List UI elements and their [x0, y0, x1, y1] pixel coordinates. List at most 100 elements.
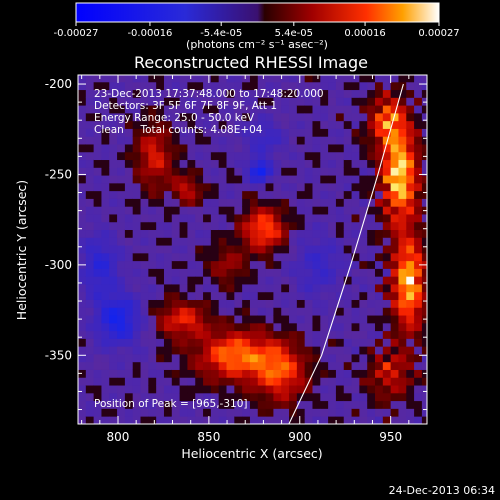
heatmap-cell: [390, 346, 399, 355]
heatmap-cell: [148, 159, 157, 168]
heatmap-cell: [390, 175, 399, 184]
heatmap-cell: [343, 307, 352, 316]
heatmap-cell: [249, 291, 259, 300]
heatmap-cell: [281, 416, 290, 424]
heatmap-cell: [187, 221, 196, 231]
heatmap-cell: [320, 112, 329, 122]
heatmap-cell: [304, 97, 313, 106]
heatmap-cell: [195, 81, 204, 91]
heatmap-cell: [257, 89, 266, 98]
heatmap-cell: [242, 385, 251, 394]
heatmap-cell: [343, 159, 352, 168]
heatmap-cell: [218, 112, 227, 122]
heatmap-cell: [390, 392, 399, 402]
heatmap-cell: [132, 400, 141, 409]
heatmap-cell: [273, 89, 282, 98]
heatmap-cell: [210, 377, 220, 386]
heatmap-cell: [414, 299, 423, 308]
heatmap-cell: [187, 354, 196, 363]
heatmap-cell: [335, 260, 345, 269]
heatmap-cell: [375, 97, 384, 106]
heatmap-cell: [242, 369, 251, 378]
heatmap-cell: [398, 89, 407, 98]
heatmap-cell: [195, 291, 204, 300]
heatmap-cell: [312, 330, 321, 339]
heatmap-cell: [281, 322, 290, 332]
heatmap-cell: [421, 136, 427, 145]
heatmap-cell: [101, 346, 110, 355]
heatmap-cell: [85, 268, 95, 277]
heatmap-cell: [375, 307, 384, 316]
heatmap-cell: [163, 369, 173, 378]
heatmap-cell: [273, 291, 282, 300]
heatmap-cell: [109, 252, 118, 262]
heatmap-cell: [390, 214, 399, 223]
heatmap-cell: [335, 377, 345, 386]
heatmap-cell: [382, 206, 392, 215]
heatmap-cell: [85, 128, 95, 137]
heatmap-cell: [382, 392, 392, 402]
heatmap-cell: [320, 128, 329, 137]
heatmap-cell: [226, 361, 235, 370]
heatmap-cell: [296, 377, 306, 386]
heatmap-cell: [218, 299, 227, 308]
heatmap-cell: [124, 206, 134, 215]
heatmap-cell: [210, 369, 220, 378]
heatmap-cell: [242, 284, 251, 293]
heatmap-cell: [226, 89, 235, 98]
heatmap-cell: [328, 315, 337, 324]
heatmap-cell: [375, 369, 384, 378]
heatmap-cell: [226, 159, 235, 168]
heatmap-cell: [226, 175, 235, 184]
heatmap-cell: [187, 245, 196, 254]
heatmap-cell: [195, 190, 204, 199]
heatmap-cell: [257, 214, 266, 223]
heatmap-cell: [109, 237, 118, 246]
heatmap-cell: [140, 322, 149, 332]
heatmap-cell: [109, 369, 118, 378]
heatmap-cell: [421, 81, 427, 91]
heatmap-cell: [117, 182, 126, 192]
heatmap-cell: [85, 284, 95, 293]
heatmap-cell: [414, 408, 423, 417]
heatmap-cell: [343, 144, 352, 153]
heatmap-cell: [132, 167, 141, 176]
colorbar-tick-label: -0.00027: [54, 28, 99, 39]
heatmap-cell: [273, 346, 282, 355]
heatmap-cell: [335, 369, 345, 378]
heatmap-cell: [203, 252, 212, 262]
heatmap-cell: [78, 182, 87, 192]
heatmap-cell: [93, 315, 102, 324]
heatmap-cell: [406, 229, 415, 238]
heatmap-cell: [124, 307, 134, 316]
heatmap-cell: [320, 252, 329, 262]
heatmap-cell: [406, 120, 415, 129]
heatmap-cell: [109, 299, 118, 308]
heatmap-cell: [109, 120, 118, 129]
heatmap-cell: [367, 276, 376, 285]
heatmap-cell: [304, 136, 313, 145]
heatmap-cell: [171, 252, 181, 262]
heatmap-cell: [382, 307, 392, 316]
heatmap-cell: [421, 392, 427, 402]
heatmap-cell: [328, 322, 337, 332]
heatmap-cell: [359, 291, 368, 300]
heatmap-cell: [273, 190, 282, 199]
heatmap-cell: [124, 299, 134, 308]
heatmap-cell: [320, 198, 329, 207]
heatmap-cell: [296, 400, 306, 409]
heatmap-cell: [210, 260, 220, 269]
heatmap-cell: [296, 408, 306, 417]
heatmap-cell: [156, 190, 165, 199]
heatmap-cell: [163, 136, 173, 145]
heatmap-cell: [320, 190, 329, 199]
heatmap-cell: [148, 229, 157, 238]
heatmap-cell: [367, 144, 376, 153]
heatmap-cell: [218, 338, 227, 347]
heatmap-cell: [257, 346, 266, 355]
heatmap-cell: [124, 221, 134, 231]
heatmap-cell: [187, 198, 196, 207]
heatmap-cell: [289, 346, 298, 355]
heatmap-cell: [93, 276, 102, 285]
